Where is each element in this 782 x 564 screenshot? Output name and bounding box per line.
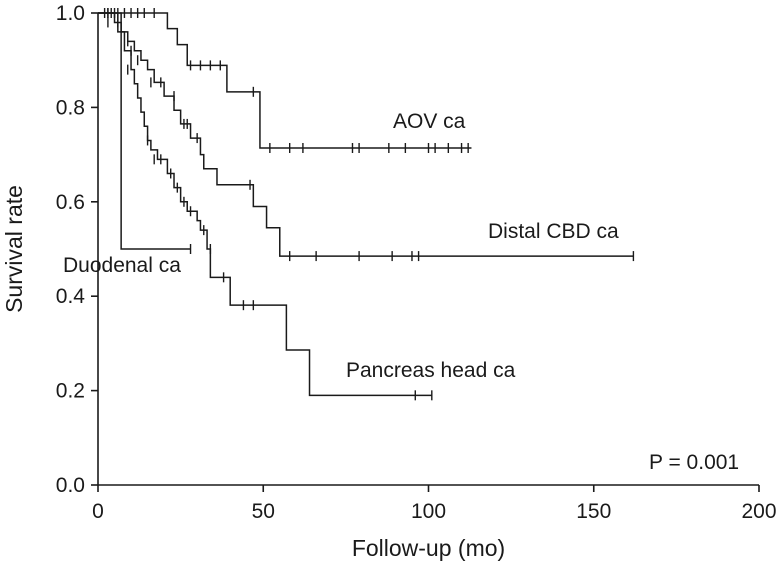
x-tick-label: 0 xyxy=(92,500,104,523)
series-group xyxy=(98,12,433,401)
x-axis-title: Follow-up (mo) xyxy=(352,535,505,561)
y-tick-label: 1.0 xyxy=(56,2,85,25)
series-label-duodenal: Duodenal ca xyxy=(63,254,181,277)
x-tick-label: 200 xyxy=(741,500,776,523)
series-line xyxy=(98,12,472,149)
y-tick-label: 0.8 xyxy=(56,96,85,119)
series-label-pancreas-head: Pancreas head ca xyxy=(346,359,516,382)
y-tick-label: 0.2 xyxy=(56,380,85,403)
series-group xyxy=(98,8,635,262)
x-tick-label: 150 xyxy=(576,500,611,523)
y-tick-label: 0.6 xyxy=(56,191,85,214)
series-label-distal-cbd: Distal CBD ca xyxy=(488,220,619,243)
ticks: 0 50 100 150 200 0.0 0.2 0.4 0.6 0.8 1.0 xyxy=(56,2,777,523)
x-tick-label: 100 xyxy=(411,500,446,523)
series-group xyxy=(98,8,192,254)
series xyxy=(98,8,635,401)
series-group xyxy=(98,8,472,153)
y-tick-label: 0.0 xyxy=(56,474,85,497)
series-label-aov: AOV ca xyxy=(393,110,466,133)
series-line xyxy=(98,12,432,397)
y-tick-label: 0.4 xyxy=(56,285,86,308)
x-tick-label: 50 xyxy=(252,500,275,523)
y-axis-title: Survival rate xyxy=(1,185,27,313)
p-value-annotation: P = 0.001 xyxy=(649,451,739,474)
series-line xyxy=(98,12,191,250)
axes xyxy=(97,13,759,486)
